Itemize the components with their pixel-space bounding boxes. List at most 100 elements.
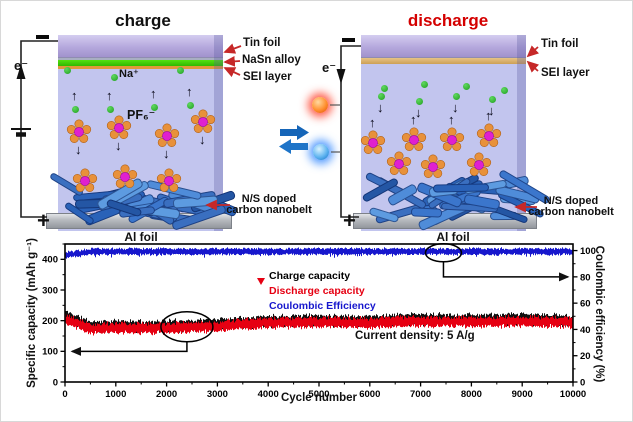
up-arrow-icon: ↑ <box>186 84 193 99</box>
pf6-molecule <box>156 168 182 192</box>
pf6-center <box>394 159 404 169</box>
y-left-tick-label: 0 <box>53 377 58 388</box>
electron-label-right: e⁻ <box>322 60 337 75</box>
pf6-petal <box>193 123 203 133</box>
cell-side-face <box>517 35 526 231</box>
positive-terminal-right: + <box>343 208 356 233</box>
y-left-tick-label: 200 <box>42 316 58 327</box>
y-right-tick-label: 100 <box>580 246 596 257</box>
electron-down-arrow <box>336 69 346 84</box>
down-arrow-icon: ↓ <box>115 138 122 153</box>
pf6-petal <box>169 182 179 192</box>
pf6-center <box>198 117 208 127</box>
y-right-tick-label: 80 <box>580 272 591 283</box>
pf6-molecule <box>360 130 386 154</box>
negative-terminal-right <box>342 38 355 42</box>
up-arrow-icon: ↑ <box>485 108 492 123</box>
charge-title: charge <box>115 11 171 30</box>
pf6-center <box>409 135 419 145</box>
x-tick-label: 5000 <box>308 389 329 400</box>
pf6-petal <box>119 129 129 139</box>
tin-foil-label-left: Tin foil <box>243 37 281 49</box>
pf6-petal <box>363 144 373 154</box>
y-right-tick-label: 40 <box>580 325 591 336</box>
cycling-performance-chart: 0 1000 2000 3000 4000 5000 6000 7000 8000 9000 100… <box>42 243 596 400</box>
sei-layer-label-right: SEI layer <box>541 67 590 79</box>
pf6-center <box>474 160 484 170</box>
pf6-petal <box>452 141 462 151</box>
y-left-tick-label: 100 <box>42 347 58 358</box>
pf6-molecule <box>66 119 92 143</box>
series-band-2 <box>65 247 573 259</box>
pf6-petal <box>69 133 79 143</box>
nasn-alloy-label: NaSn alloy <box>242 54 301 66</box>
pf6-center <box>428 162 438 172</box>
na-ion-dot <box>107 106 114 113</box>
sei-layer <box>58 66 223 69</box>
legend-label: Discharge capacity <box>269 285 365 297</box>
y-right-tick-label: 60 <box>580 299 591 310</box>
equilibrium-left-arrow-icon <box>279 139 308 154</box>
pf6-petal <box>404 141 414 151</box>
x-tick-label: 3000 <box>207 389 228 400</box>
callout-arrow <box>70 341 188 356</box>
pf6-petal <box>203 123 213 133</box>
pf6-molecule <box>190 109 216 133</box>
down-arrow-icon: ↓ <box>377 100 384 115</box>
pf6-petal <box>389 165 399 175</box>
pf6-petal <box>489 137 499 147</box>
label-pointer-arrow <box>223 43 242 54</box>
x-tick-label: 6000 <box>359 389 380 400</box>
legend-label: Charge capacity <box>269 270 351 282</box>
pf6-molecule <box>386 151 412 175</box>
al-foil-label-right: Al foil <box>436 230 470 244</box>
pf6-molecule <box>466 152 492 176</box>
pf6-center <box>162 131 172 141</box>
na-ion-dot <box>378 93 385 100</box>
na-ion-dot <box>463 83 470 90</box>
na-ion-label: Na⁺ <box>119 68 139 80</box>
pf6-petal <box>423 168 433 178</box>
foil-underside <box>58 58 223 60</box>
legend-item-discharge: Discharge capacity <box>257 278 376 299</box>
al-foil-label-left: Al foil <box>124 230 158 244</box>
pf6-center <box>80 176 90 186</box>
pf6-petal <box>433 168 443 178</box>
pf6-label: PF₆⁻ <box>127 108 156 122</box>
na-ion-dot <box>381 85 388 92</box>
y-right-tick-label: 0 <box>580 377 585 388</box>
nasn-alloy-layer <box>58 60 223 66</box>
label-pointer-arrow <box>526 60 539 73</box>
down-arrow-icon: ↓ <box>75 142 82 157</box>
up-arrow-icon: ↑ <box>410 112 417 127</box>
na-ion-dot <box>453 93 460 100</box>
na-ion-dot <box>72 106 79 113</box>
pf6-petal <box>479 137 489 147</box>
nanobelt-label-left-2: carbon nanobelt <box>226 204 312 216</box>
pf6-petal <box>79 133 89 143</box>
down-arrow-icon: ↓ <box>199 132 206 147</box>
positive-terminal-left: + <box>37 208 50 233</box>
cell-side-face <box>214 35 223 231</box>
x-tick-label: 1000 <box>105 389 126 400</box>
nanobelt-label-right-1: N/S doped <box>543 195 599 207</box>
x-axis-label: Cycle number <box>280 392 358 404</box>
negative-terminal-left <box>36 35 49 39</box>
legend-label: Coulombic Efficiency <box>269 300 376 312</box>
equilibrium-right-arrow-icon <box>280 125 309 140</box>
label-pointer-arrow <box>223 67 241 78</box>
na-ion-dot <box>177 67 184 74</box>
pf6-molecule <box>72 168 98 192</box>
na-ion-dot <box>151 104 158 111</box>
series-band-1 <box>65 313 573 336</box>
na-ion-dot <box>421 81 428 88</box>
legend-item-efficiency: Coulombic Efficiency <box>257 299 376 314</box>
pf6-center <box>368 138 378 148</box>
pf6-molecule <box>401 127 427 151</box>
na-ion-dot <box>489 96 496 103</box>
x-tick-label: 8000 <box>461 389 482 400</box>
tin-foil-label-right: Tin foil <box>541 38 579 50</box>
pf6-molecule <box>439 127 465 151</box>
up-arrow-icon: ↑ <box>106 88 113 103</box>
